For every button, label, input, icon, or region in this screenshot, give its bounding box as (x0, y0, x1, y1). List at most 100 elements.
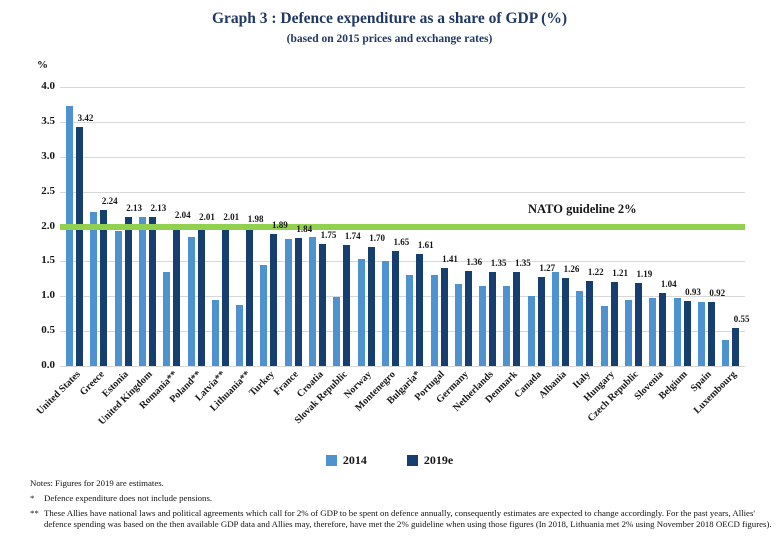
note-star: * Defence expenditure does not include p… (30, 493, 772, 504)
bar-2014 (406, 274, 414, 366)
bar-2014 (333, 296, 341, 366)
value-label-2019e: 1.70 (369, 233, 385, 244)
bar-2019e (416, 253, 424, 366)
bar-2019e (124, 217, 132, 366)
note-star-text: Defence expenditure does not include pen… (44, 493, 213, 504)
legend-swatch-2014 (325, 455, 337, 466)
bar-2019e (100, 209, 108, 366)
bar-2014 (284, 239, 292, 366)
y-tick-label: 0.0 (41, 359, 55, 371)
bar-2019e (513, 271, 521, 366)
bar-2014 (381, 261, 389, 366)
value-label-2019e: 1.65 (393, 236, 410, 247)
bar-2014 (503, 285, 511, 366)
bar-2014 (454, 283, 462, 366)
bar-2019e (659, 293, 667, 366)
bar-2014 (90, 211, 98, 366)
bar-2019e (76, 127, 83, 366)
bar-2019e (562, 278, 569, 366)
value-label-2019e: 1.22 (587, 266, 604, 277)
bar-2019e (270, 234, 278, 366)
bar-2019e (367, 247, 375, 366)
note-star-marker: * (30, 493, 35, 504)
y-axis-unit-label: % (37, 59, 48, 71)
bar-2019e (732, 327, 740, 366)
value-label-2019e: 3.42 (77, 113, 94, 124)
y-tick-label: 3.5 (41, 114, 55, 127)
gridline (60, 121, 745, 123)
bar-2014 (673, 298, 681, 366)
bar-2019e (294, 237, 302, 366)
bar-2014 (163, 271, 171, 366)
nato-guideline-label: NATO guideline 2% (528, 202, 637, 216)
value-label-2019e: 0.55 (733, 313, 750, 324)
bar-2014 (138, 216, 146, 366)
y-tick-label: 2.5 (41, 184, 55, 197)
bar-2014 (236, 304, 244, 366)
bar-2019e (319, 243, 326, 366)
bar-2019e (173, 223, 181, 366)
nato-guideline-line (60, 223, 745, 230)
bar-2019e (440, 267, 448, 366)
bar-2014 (114, 231, 122, 366)
bar-2019e (148, 217, 156, 366)
value-label-2019e: 2.01 (199, 211, 215, 222)
bar-2019e (464, 271, 472, 366)
gridline (60, 261, 745, 263)
gridline (60, 191, 745, 193)
bar-2019e (610, 281, 618, 366)
bar-2014 (576, 290, 584, 366)
bar-2014 (552, 271, 559, 366)
legend-label-2014: 2014 (342, 453, 367, 467)
bar-2014 (211, 300, 219, 366)
y-tick-label: 1.5 (41, 254, 55, 267)
note-general: Notes: Figures for 2019 are estimates. (30, 478, 164, 488)
value-label-2019e: 2.24 (101, 195, 118, 206)
bar-2019e (246, 227, 254, 366)
value-label-2019e: 1.41 (442, 253, 458, 264)
value-label-2019e: 1.27 (539, 263, 556, 274)
bar-2014 (430, 274, 438, 366)
note-double-star-marker: ** (30, 507, 39, 518)
value-label-2019e: 0.92 (709, 287, 726, 298)
y-tick-label: 4.0 (41, 80, 55, 92)
bar-2019e (537, 277, 545, 366)
bar-2019e (634, 283, 642, 366)
note-double-star: ** These Allies have national laws and p… (30, 508, 772, 531)
value-label-2019e: 1.36 (466, 257, 483, 268)
y-tick-label: 0.5 (41, 324, 55, 337)
value-label-2019e: 2.13 (126, 203, 142, 214)
value-label-2019e: 1.98 (247, 213, 264, 224)
legend-swatch-2019e (406, 455, 418, 466)
gridline (60, 296, 745, 298)
y-axis-tick-labels: 0.0 0.5 1.0 1.5 2.0 2.5 3.0 3.5 4.0 (0, 80, 55, 371)
bar-2014 (722, 339, 730, 366)
plot-area: 3.42 2.24 2.13 2.13 2.04 2.01 2.01 1.98 1.89 1.84… (60, 87, 749, 367)
value-label-2019e: 1.61 (417, 239, 434, 250)
value-label-2019e: 1.35 (515, 257, 531, 268)
bar-2014 (649, 298, 657, 366)
bar-2014 (624, 300, 632, 366)
value-label-2019e: 2.01 (223, 211, 240, 222)
bar-2014 (697, 301, 705, 366)
legend-label-2019e: 2019e (423, 453, 454, 467)
value-label-2019e: 1.35 (490, 257, 507, 268)
value-label-2019e: 1.21 (612, 267, 628, 278)
y-tick-label: 1.0 (41, 289, 55, 302)
value-label-2019e: 1.75 (320, 229, 337, 240)
y-tick-label: 3.0 (41, 149, 55, 162)
chart-subtitle: (based on 2015 prices and exchange rates… (286, 33, 493, 45)
value-label-2019e: 1.84 (296, 223, 313, 234)
legend: 2014 2019e (0, 453, 779, 468)
value-label-2019e: 1.26 (563, 264, 580, 275)
y-tick-label: 2.0 (41, 219, 55, 232)
bar-2019e (197, 225, 205, 366)
value-label-2019e: 1.89 (272, 220, 288, 231)
bar-2019e (343, 244, 351, 366)
gridline (60, 87, 745, 88)
bar-2014 (260, 264, 268, 366)
value-label-2019e: 1.19 (636, 268, 653, 279)
bar-2019e (586, 280, 594, 366)
bar-2019e (683, 301, 691, 366)
bar-2019e (707, 301, 715, 366)
